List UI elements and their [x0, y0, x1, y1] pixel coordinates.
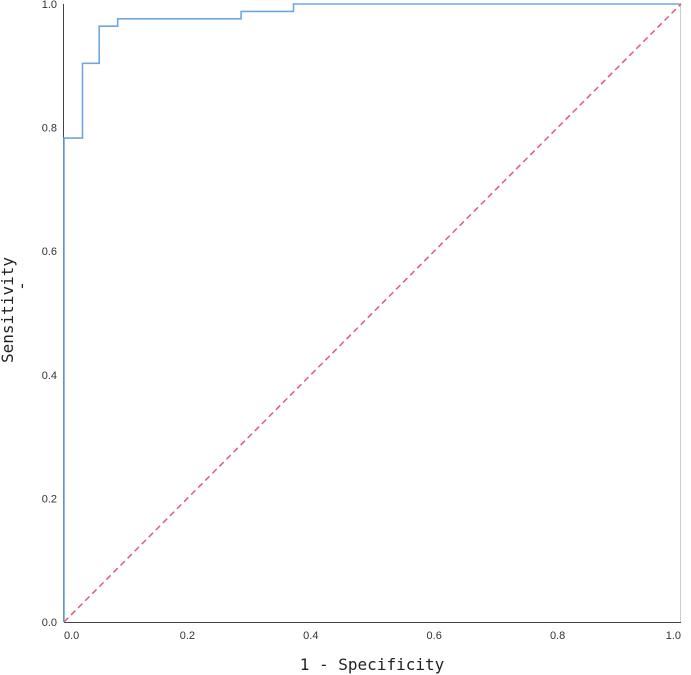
series-layer — [63, 3, 682, 623]
y-tick-label: 0.6 — [42, 246, 57, 258]
y-tick-label: 0.0 — [42, 617, 57, 629]
x-tick-label: 0.6 — [427, 630, 442, 642]
x-tick-label: 1.0 — [666, 630, 681, 642]
x-tick-label: 0.0 — [64, 630, 79, 642]
x-tick-label: 0.4 — [303, 630, 318, 642]
y-axis-title: Sensitivity — [0, 257, 17, 363]
x-tick-label: 0.2 — [180, 630, 195, 642]
x-tick-label: 0.8 — [550, 630, 565, 642]
y-axis-title-mark: - — [12, 281, 31, 291]
roc-curve — [63, 3, 681, 622]
x-tick-labels: 0.0 0.2 0.4 0.6 0.8 1.0 — [64, 630, 681, 642]
y-tick-label: 1.0 — [42, 0, 57, 11]
x-axis-title: 1 - Specificity — [300, 655, 445, 674]
reference-line — [63, 3, 682, 623]
y-tick-label: 0.2 — [42, 493, 57, 505]
y-tick-label: 0.8 — [42, 123, 57, 135]
y-tick-label: 0.4 — [42, 370, 57, 382]
y-tick-labels: 0.0 0.2 0.4 0.6 0.8 1.0 — [42, 0, 57, 629]
